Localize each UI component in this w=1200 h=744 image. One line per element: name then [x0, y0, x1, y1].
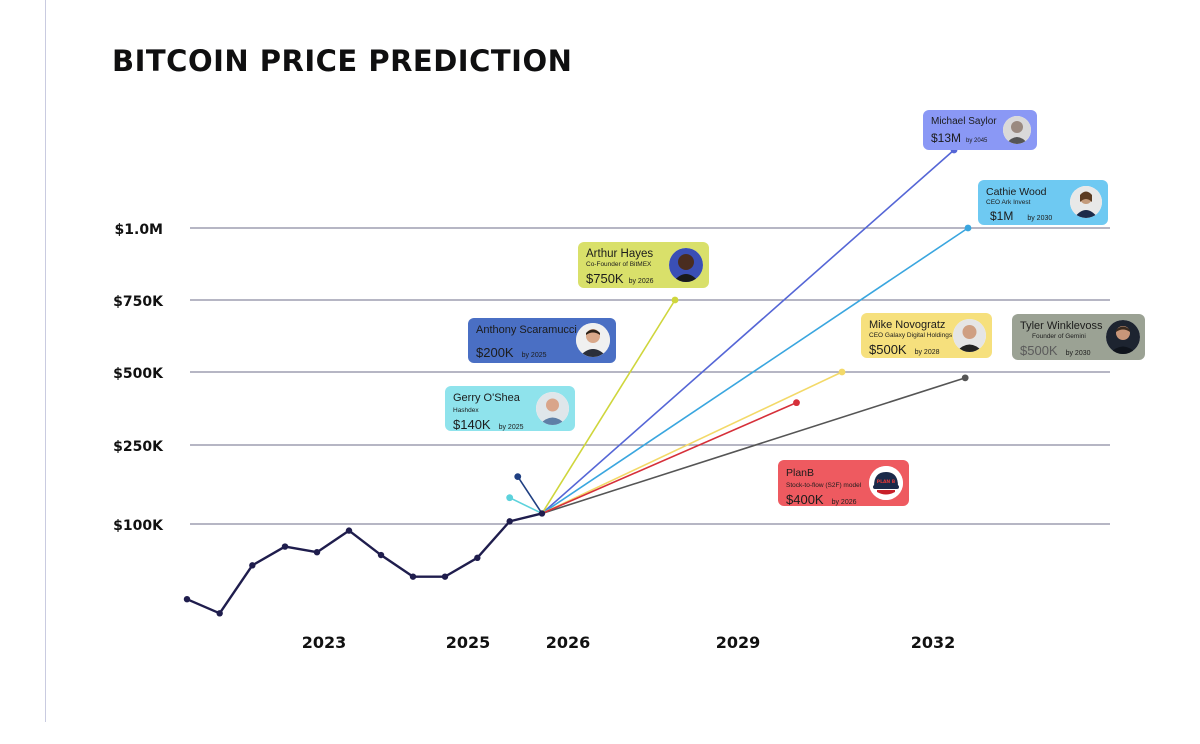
history-point [313, 549, 321, 556]
card-tyler-winklevoss: Tyler Winklevoss Founder of Gemini $500K… [1012, 314, 1145, 360]
y-tick-label: $100K [113, 518, 164, 534]
predictor-name: Mike Novogratz [869, 319, 946, 331]
x-tick-label: 2029 [716, 633, 761, 652]
planb-cap-logo-icon: PLAN B [869, 466, 903, 500]
y-tick-label: $250K [113, 439, 164, 455]
target-year: by 2030 [1027, 215, 1053, 222]
history-point [216, 610, 223, 617]
x-tick-label: 2026 [546, 633, 591, 652]
predictor-role: Co-Founder of BitMEX [586, 261, 652, 268]
history-point [441, 573, 449, 580]
target-price: $1M [990, 209, 1014, 223]
history-point [538, 510, 546, 517]
predictor-role: Hashdex [453, 407, 479, 414]
target-year: by 2025 [521, 352, 547, 359]
predictor-role: Founder of Gemini [1032, 333, 1086, 340]
card-anthony-scaramucci: Anthony Scaramucci $200K by 2025 [468, 318, 616, 363]
target-price: $140K [453, 417, 491, 432]
person-avatar-icon [669, 248, 703, 282]
prediction-endpoint [514, 473, 522, 480]
person-avatar-icon [576, 323, 610, 357]
card-cathie-wood: Cathie Wood CEO Ark Invest $1M by 2030 [978, 180, 1108, 225]
prediction-line [517, 476, 543, 514]
y-tick-label: $1.0M [115, 222, 163, 238]
predictor-name: Arthur Hayes [586, 248, 654, 260]
prediction-endpoint [838, 368, 846, 376]
page-title: BITCOIN PRICE PREDICTION [112, 44, 573, 78]
y-tick-label: $750K [113, 294, 164, 310]
history-point [183, 596, 191, 603]
predictor-name: PlanB [786, 467, 815, 479]
prediction-line [541, 401, 797, 515]
predictor-name: Anthony Scaramucci [476, 324, 577, 336]
person-avatar-icon [1003, 116, 1031, 144]
left-border-line [45, 0, 46, 722]
prediction-endpoint [793, 399, 800, 407]
target-price: $13M [931, 131, 962, 145]
history-point [281, 543, 289, 550]
card-michael-saylor: Michael Saylor $13M by 2045 [923, 110, 1037, 150]
history-point [345, 527, 353, 534]
person-avatar-icon [953, 319, 986, 352]
planb-logo-text: PLAN B [877, 479, 896, 485]
prediction-endpoint [671, 296, 679, 304]
predictor-name: Michael Saylor [931, 116, 997, 127]
target-price: $750K [586, 271, 624, 286]
y-tick-label: $500K [113, 366, 164, 382]
x-tick-label: 2025 [446, 633, 491, 652]
prediction-line [541, 371, 843, 515]
person-avatar-icon [1106, 320, 1140, 354]
prediction-line [541, 377, 966, 515]
history-point [249, 562, 256, 569]
x-tick-label: 2023 [302, 633, 347, 652]
person-avatar-icon [1070, 186, 1102, 218]
prediction-line [541, 149, 955, 515]
card-mike-novogratz: Mike Novogratz CEO Galaxy Digital Holdin… [861, 313, 992, 358]
history-line [186, 512, 543, 615]
target-price: $400K [786, 492, 824, 507]
target-year: by 2030 [1065, 350, 1091, 357]
prediction-endpoint [506, 494, 514, 502]
prediction-endpoint [961, 374, 969, 382]
history-point [377, 551, 385, 559]
target-price: $200K [476, 345, 514, 360]
card-planb: PlanB Stock-to-flow (S2F) model $400K by… [778, 460, 909, 507]
history-point [506, 518, 513, 525]
prediction-line [541, 299, 676, 514]
predictor-name: Tyler Winklevoss [1020, 320, 1103, 332]
person-avatar-icon [536, 392, 569, 425]
target-price: $500K [869, 342, 907, 357]
target-year: by 2025 [498, 424, 524, 431]
prediction-endpoint [964, 224, 972, 232]
predictor-name: Gerry O'Shea [453, 392, 520, 404]
predictor-name: Cathie Wood [986, 186, 1047, 198]
prediction-line [541, 227, 969, 515]
prediction-line [509, 496, 543, 515]
target-year: by 2026 [628, 278, 654, 285]
history-point [474, 554, 481, 562]
target-year: by 2028 [914, 349, 940, 356]
history-point [409, 573, 417, 580]
target-year: by 2045 [966, 138, 988, 144]
card-arthur-hayes: Arthur Hayes Co-Founder of BitMEX $750K … [578, 242, 709, 288]
target-year: by 2026 [831, 499, 857, 506]
predictor-role: CEO Ark Invest [986, 199, 1031, 206]
predictor-role: Stock-to-flow (S2F) model [786, 482, 862, 489]
x-tick-label: 2032 [911, 633, 956, 652]
target-price: $500K [1020, 343, 1058, 358]
card-gerry-oshea: Gerry O'Shea Hashdex $140K by 2025 [445, 386, 575, 432]
predictor-role: CEO Galaxy Digital Holdings [869, 332, 953, 339]
